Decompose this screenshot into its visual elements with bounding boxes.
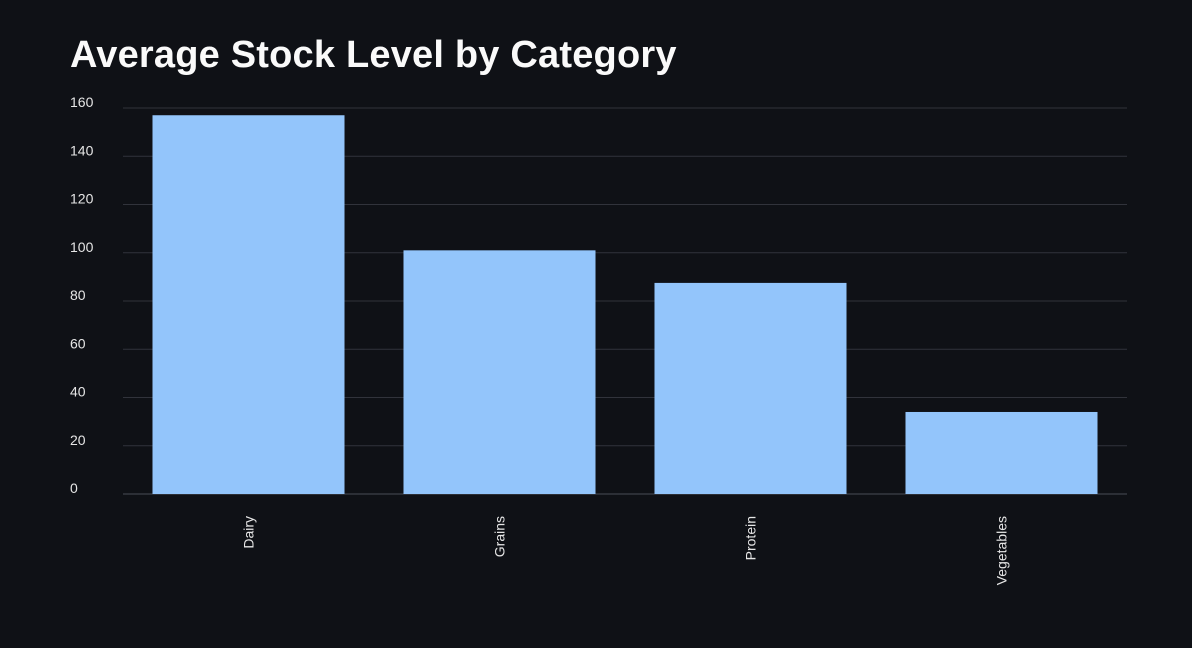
y-tick-label: 160	[70, 94, 94, 110]
y-axis-ticks: 0 20 40 60 80 100 120 140 160	[70, 94, 94, 496]
bar-dairy[interactable]	[152, 115, 345, 495]
x-tick-label: Grains	[492, 516, 508, 557]
bar-protein[interactable]	[654, 282, 847, 494]
bar-grains[interactable]	[403, 250, 596, 494]
y-tick-label: 140	[70, 142, 94, 158]
y-tick-label: 60	[70, 335, 86, 351]
y-tick-label: 120	[70, 191, 94, 207]
y-tick-label: 20	[70, 432, 86, 448]
bar-vegetables[interactable]	[905, 411, 1098, 494]
y-tick-label: 100	[70, 239, 94, 255]
y-tick-label: 40	[70, 384, 86, 400]
bars	[152, 115, 1098, 495]
chart-title: Average Stock Level by Category	[70, 34, 677, 76]
x-tick-label: Dairy	[241, 516, 257, 549]
x-axis-ticks: Dairy Grains Protein Vegetables	[241, 516, 1010, 585]
x-tick-label: Vegetables	[994, 516, 1010, 585]
y-tick-label: 0	[70, 480, 78, 496]
y-tick-label: 80	[70, 287, 86, 303]
x-tick-label: Protein	[743, 516, 759, 560]
